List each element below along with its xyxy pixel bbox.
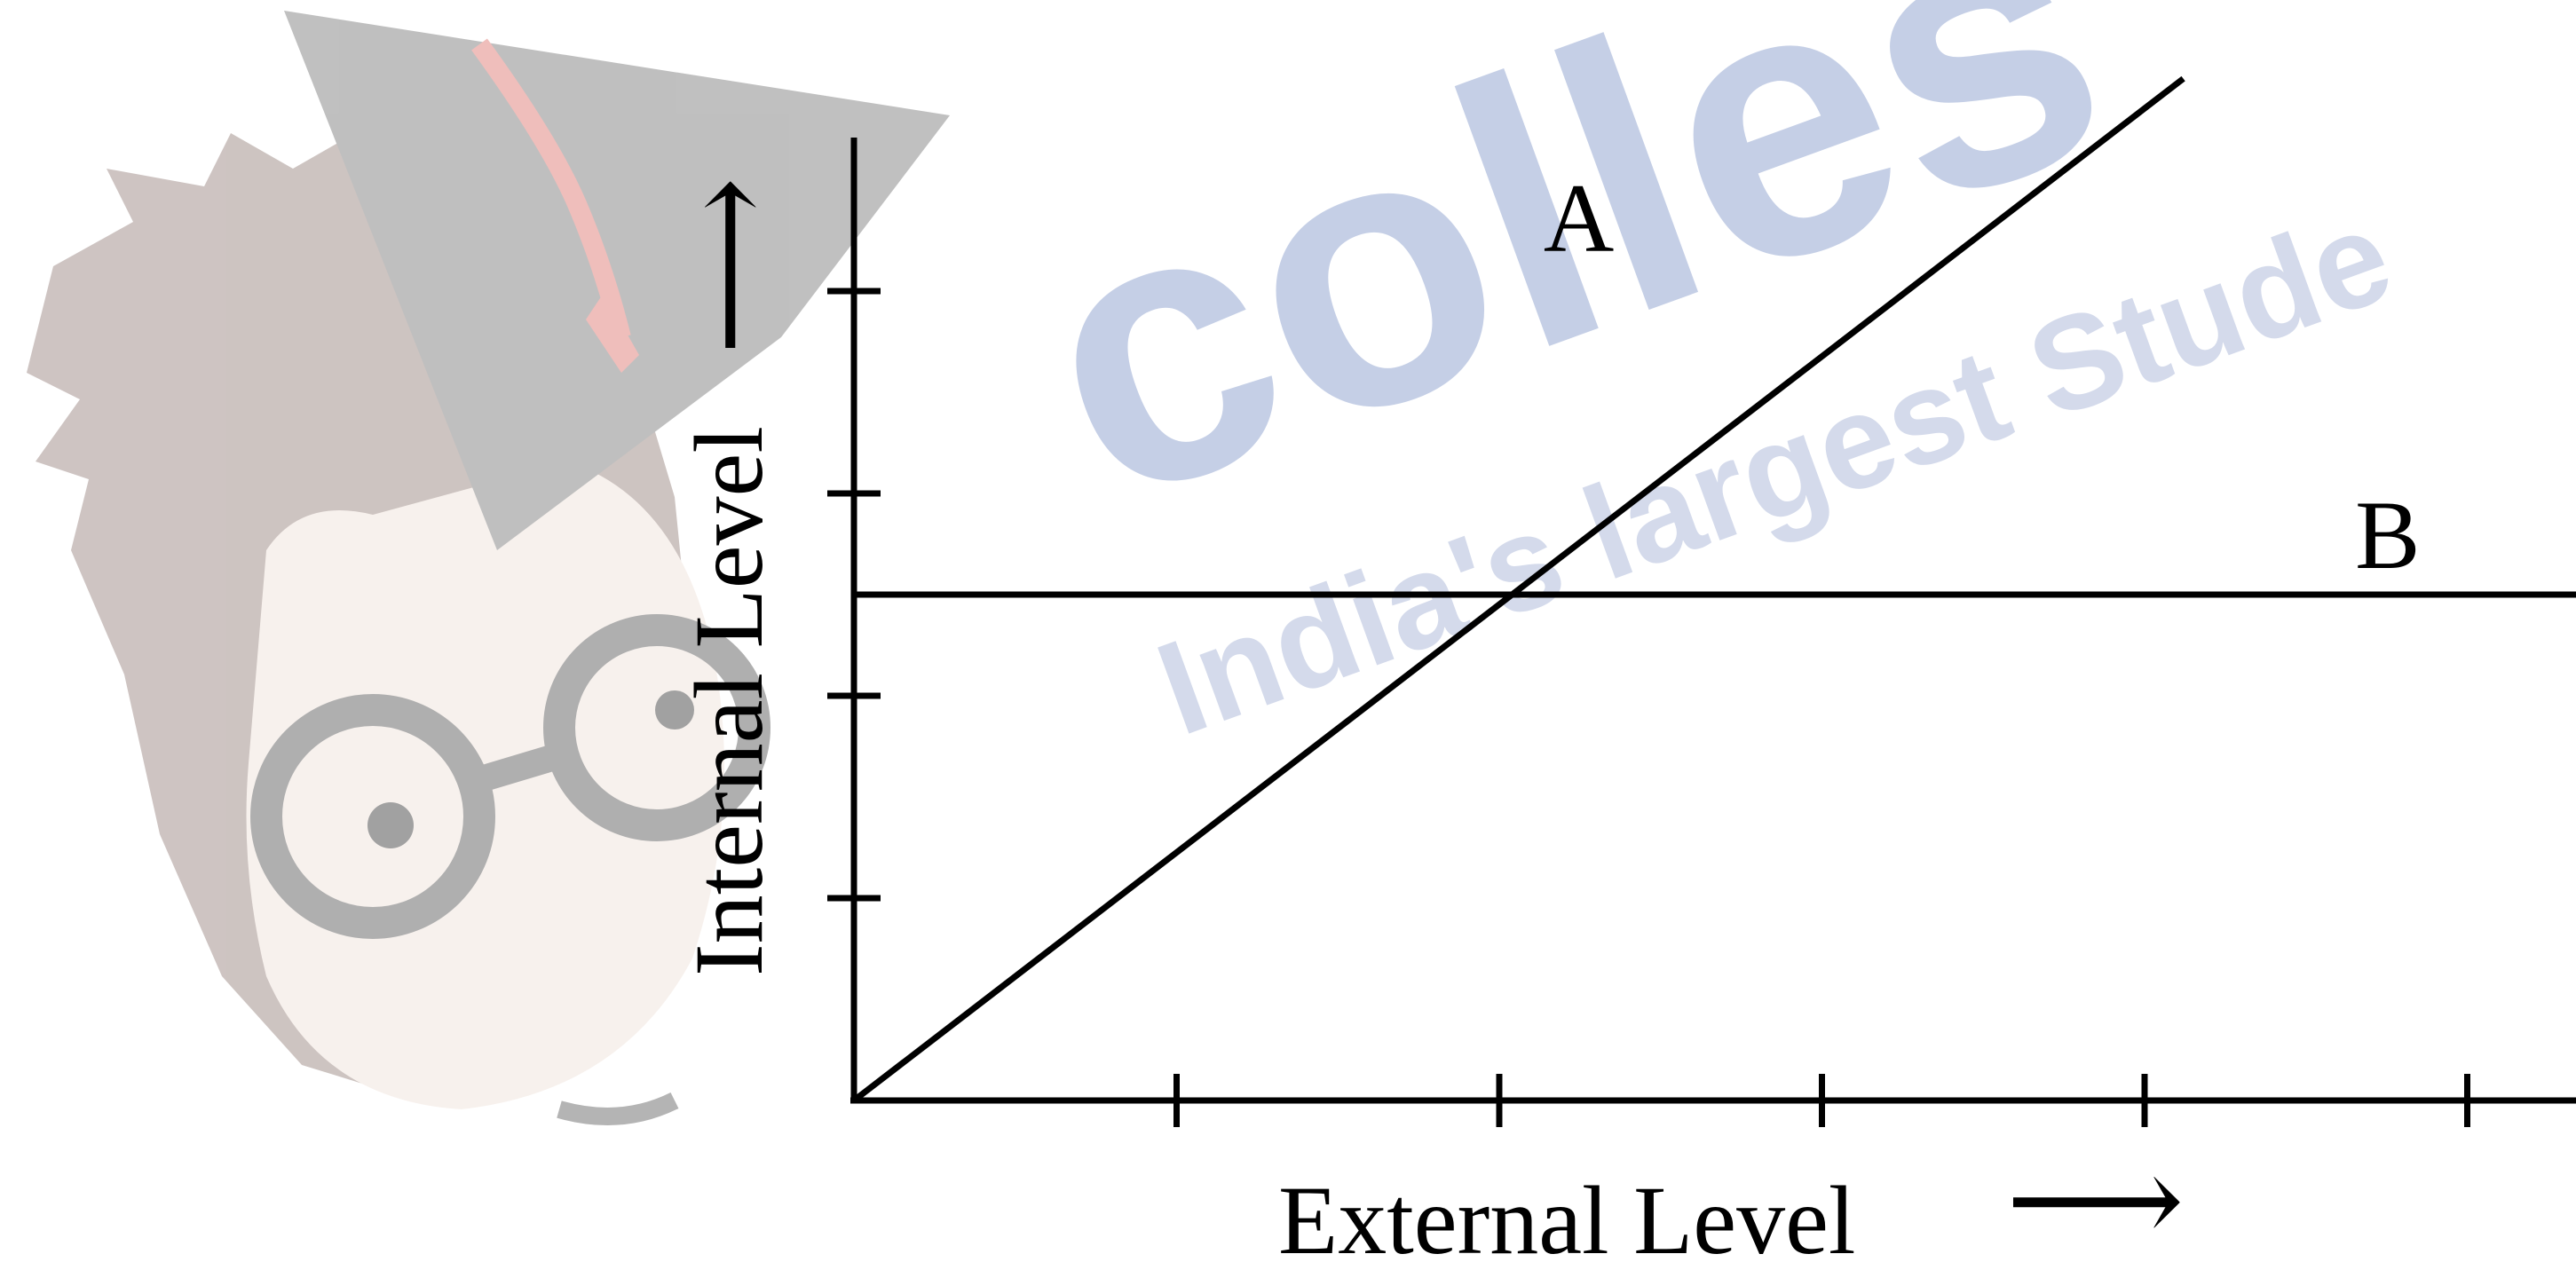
series-label-A: A xyxy=(1544,163,1614,272)
y-axis-title: Internal Level ⟶ xyxy=(660,177,798,976)
y-axis-label: Internal Level xyxy=(675,426,783,976)
y-axis-ticks xyxy=(827,288,881,902)
series-line-A xyxy=(851,75,2185,1103)
x-axis-label: External Level xyxy=(1278,1166,1856,1262)
series-label-B: B xyxy=(2355,481,2420,589)
x-axis-ticks xyxy=(1173,1074,2470,1127)
x-axis-title: External Level ⟶ xyxy=(1278,1132,2185,1262)
x-axis-arrow-icon: ⟶ xyxy=(2006,1132,2185,1262)
series-layer: AB xyxy=(851,75,2576,1103)
graduate-student-mascot-icon xyxy=(27,11,950,1125)
y-axis-arrow-icon: ⟶ xyxy=(660,177,798,355)
